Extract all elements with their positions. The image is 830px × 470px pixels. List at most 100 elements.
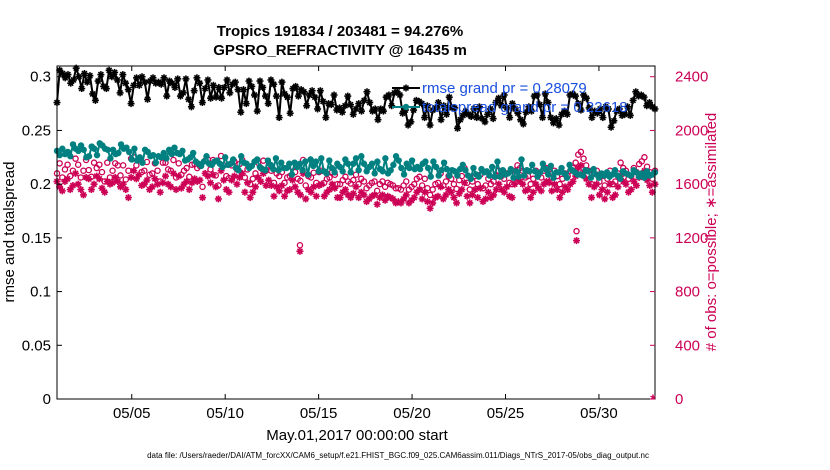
point-assimilated-stroke: [342, 186, 349, 193]
point-rmse-stroke: [311, 94, 318, 101]
point-assimilated: [595, 191, 603, 199]
point-assimilated-stroke: [466, 199, 473, 207]
point-rmse: [640, 93, 648, 101]
point-rmse-stroke: [490, 115, 497, 122]
point-totalspread: [163, 155, 170, 162]
point-rmse: [519, 120, 527, 128]
legend-marker-stroke: [402, 84, 410, 92]
point-rmse-stroke: [92, 97, 99, 104]
y-left-tick-label: 0: [43, 391, 51, 408]
point-rmse: [300, 88, 308, 96]
point-rmse-stroke: [95, 77, 102, 85]
point-rmse: [604, 105, 612, 113]
point-rmse: [311, 93, 319, 101]
point-totalspread: [627, 172, 635, 179]
point-totalspread: [470, 164, 477, 172]
point-rmse: [218, 94, 226, 102]
point-assimilated-stroke: [239, 170, 246, 177]
point-rmse-stroke: [262, 93, 269, 100]
point-assimilated-stroke: [596, 191, 603, 198]
point-assimilated-stroke: [548, 187, 555, 194]
point-rmse: [456, 116, 464, 124]
point-totalspread: [67, 153, 74, 160]
point-rmse-stroke: [193, 74, 200, 81]
point-rmse-stroke: [553, 115, 560, 122]
point-totalspread: [566, 161, 573, 169]
point-assimilated-stroke: [511, 181, 518, 188]
point-totalspread: [488, 163, 496, 171]
point-assimilated-stroke: [551, 181, 558, 188]
point-totalspread: [56, 151, 63, 159]
point-rmse: [486, 105, 494, 113]
point-rmse: [379, 107, 387, 115]
point-assimilated: [109, 179, 117, 187]
point-rmse-stroke: [86, 72, 93, 79]
point-rmse-stroke: [432, 104, 439, 111]
point-rmse-stroke: [300, 88, 307, 95]
point-rmse-stroke: [339, 109, 346, 116]
point-rmse: [122, 79, 130, 87]
point-rmse: [207, 94, 215, 102]
point-assimilated-stroke: [85, 175, 92, 182]
point-rmse: [144, 95, 152, 103]
right-series-layer: [53, 148, 659, 255]
point-assimilated: [262, 182, 270, 190]
point-assimilated-stroke: [151, 175, 158, 182]
point-possible: [474, 180, 481, 188]
point-rmse-stroke: [251, 91, 258, 99]
point-rmse: [127, 100, 135, 108]
x-tick-label: 05/25: [487, 405, 525, 422]
point-rmse: [632, 88, 640, 96]
point-totalspread: [518, 156, 525, 163]
point-rmse-stroke: [221, 84, 228, 91]
point-rmse-stroke: [358, 108, 365, 115]
point-assimilated-stroke: [202, 170, 209, 177]
point-rmse: [615, 105, 623, 113]
point-assimilated: [500, 188, 508, 196]
point-rmse-stroke: [413, 97, 420, 104]
point-rmse-stroke: [56, 67, 63, 74]
point-rmse-stroke: [141, 79, 148, 86]
point-assimilated-stroke: [429, 199, 436, 207]
point-assimilated: [460, 179, 468, 187]
point-rmse: [179, 89, 187, 97]
point-rmse: [363, 88, 371, 96]
plot-area: [53, 64, 659, 400]
point-assimilated: [101, 188, 109, 196]
point-totalspread: [512, 168, 520, 175]
point-assimilated: [402, 191, 410, 199]
point-rmse: [105, 66, 113, 74]
point-assimilated-stroke: [244, 179, 251, 186]
point-totalspread: [520, 172, 528, 179]
legend-marker: [402, 84, 410, 92]
point-assimilated-stroke: [400, 195, 407, 202]
point-rmse-stroke: [341, 102, 349, 109]
point-assimilated-stroke: [371, 191, 378, 198]
point-totalspread: [406, 164, 413, 172]
point-assimilated: [593, 180, 601, 188]
point-assimilated: [418, 195, 426, 203]
point-assimilated: [622, 180, 630, 188]
point-assimilated-stroke: [265, 177, 272, 184]
point-rmse-stroke: [158, 81, 165, 88]
point-assimilated-stroke: [440, 195, 447, 202]
point-assimilated: [371, 191, 379, 199]
point-assimilated-stroke: [59, 187, 66, 194]
point-possible: [183, 164, 190, 172]
point-rmse: [547, 114, 555, 122]
point-possible: [119, 162, 127, 169]
point-assimilated-stroke: [215, 195, 222, 202]
point-totalspread: [379, 168, 386, 175]
point-rmse-stroke: [616, 105, 623, 113]
point-rmse-stroke: [385, 91, 392, 99]
point-possible: [249, 175, 257, 183]
point-assimilated: [288, 176, 296, 184]
point-assimilated: [122, 186, 130, 194]
point-assimilated: [156, 188, 164, 196]
point-rmse: [470, 105, 478, 113]
point-rmse: [198, 99, 206, 107]
point-assimilated-stroke: [604, 189, 611, 196]
point-assimilated-stroke: [281, 193, 288, 200]
point-assimilated-stroke: [347, 194, 354, 201]
point-assimilated-stroke: [403, 191, 410, 198]
